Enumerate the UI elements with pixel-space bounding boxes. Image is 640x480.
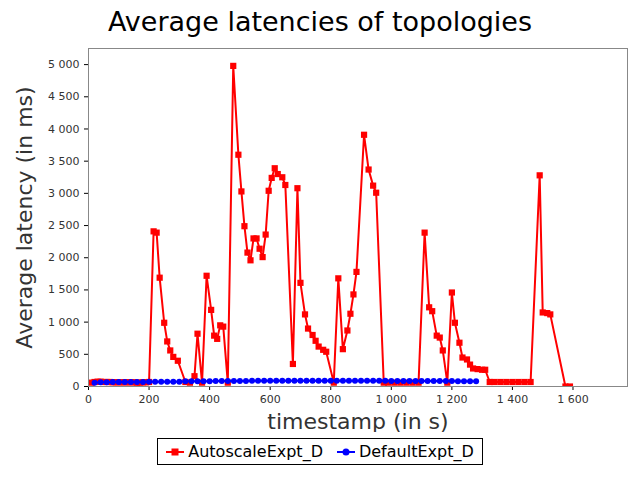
svg-text:500: 500	[59, 348, 80, 361]
html-text:AutoscaleExpt_D: AutoscaleExpt_D	[188, 442, 323, 461]
svg-text:4 000: 4 000	[48, 122, 80, 135]
svg-text:1 600: 1 600	[557, 393, 589, 406]
svg-text:2 500: 2 500	[48, 219, 80, 232]
svg-text:0: 0	[73, 380, 80, 393]
svg-text:2 000: 2 000	[48, 251, 80, 264]
svg-text:timestamp (in s): timestamp (in s)	[267, 409, 448, 433]
svg-text:3 500: 3 500	[48, 155, 80, 168]
svg-text:1 000: 1 000	[376, 393, 408, 406]
svg-text:Average latency (in ms): Average latency (in ms)	[12, 86, 37, 348]
svg-text:800: 800	[320, 393, 341, 406]
svg-text:3 000: 3 000	[48, 187, 80, 200]
svg-text:5 000: 5 000	[48, 58, 80, 71]
svg-text:1 000: 1 000	[48, 316, 80, 329]
html-text:Average latencies of topologie: Average latencies of topologies	[107, 6, 533, 37]
svg-text:400: 400	[199, 393, 220, 406]
svg-text:600: 600	[260, 393, 281, 406]
svg-text:0: 0	[85, 393, 92, 406]
svg-text:4 500: 4 500	[48, 90, 80, 103]
svg-text:1 200: 1 200	[436, 393, 468, 406]
svg-text:200: 200	[139, 393, 160, 406]
svg-text:1 500: 1 500	[48, 283, 80, 296]
html-text:DefaultExpt_D: DefaultExpt_D	[359, 442, 474, 461]
svg-text:1 400: 1 400	[497, 393, 529, 406]
